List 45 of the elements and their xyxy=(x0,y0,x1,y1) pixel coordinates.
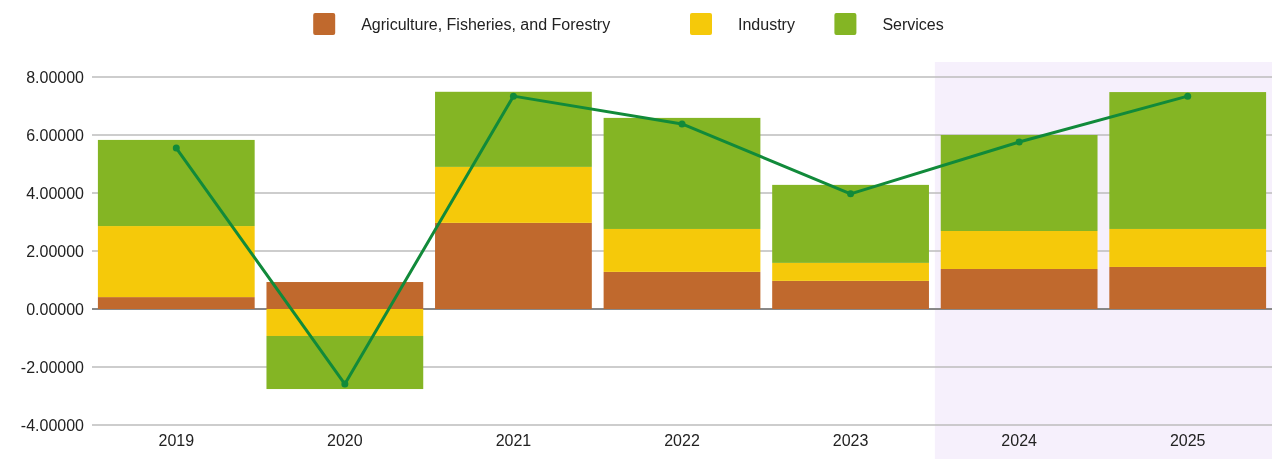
point xyxy=(678,120,686,128)
bar xyxy=(266,309,424,336)
y-tick-label: 0.00000 xyxy=(26,300,85,318)
y-tick-label: -2.00000 xyxy=(20,358,85,376)
bar xyxy=(940,230,1098,269)
x-tick-label: 2024 xyxy=(1001,432,1038,449)
x-tick-label: 2021 xyxy=(495,432,532,449)
legend-label: Agriculture, Fisheries, and Forestry xyxy=(361,15,611,33)
legend-label: Services xyxy=(882,15,944,33)
bar xyxy=(772,262,929,281)
bar xyxy=(435,222,592,309)
bar xyxy=(603,117,761,229)
bar xyxy=(772,184,929,263)
point xyxy=(509,92,517,100)
point xyxy=(847,190,855,198)
bar xyxy=(435,91,592,167)
point xyxy=(341,380,349,388)
bar xyxy=(772,280,929,309)
y-tick-label: 2.00000 xyxy=(26,242,85,260)
bar xyxy=(603,228,761,272)
x-tick-label: 2020 xyxy=(327,432,363,449)
y-tick-label: 4.00000 xyxy=(26,184,85,202)
bar xyxy=(603,271,761,309)
bar xyxy=(1109,266,1267,309)
y-tick-label: 6.00000 xyxy=(26,126,85,144)
x-tick-label: 2019 xyxy=(158,432,195,449)
x-tick-label: 2023 xyxy=(832,432,869,449)
bar xyxy=(1109,228,1267,267)
point xyxy=(172,144,180,152)
bar xyxy=(435,166,592,223)
bar xyxy=(97,139,255,227)
bar xyxy=(940,135,1098,231)
y-tick-label: 8.00000 xyxy=(26,68,85,86)
point xyxy=(1184,92,1192,100)
bar xyxy=(97,297,255,309)
y-tick-label: -4.00000 xyxy=(20,416,85,434)
bar xyxy=(1109,92,1267,229)
bar xyxy=(940,268,1098,309)
bar xyxy=(97,226,255,298)
legend-label: Industry xyxy=(738,15,795,33)
point xyxy=(1015,138,1023,146)
bar xyxy=(266,282,424,309)
x-tick-label: 2025 xyxy=(1169,432,1206,449)
bar xyxy=(266,335,424,390)
x-tick-label: 2022 xyxy=(664,432,700,449)
